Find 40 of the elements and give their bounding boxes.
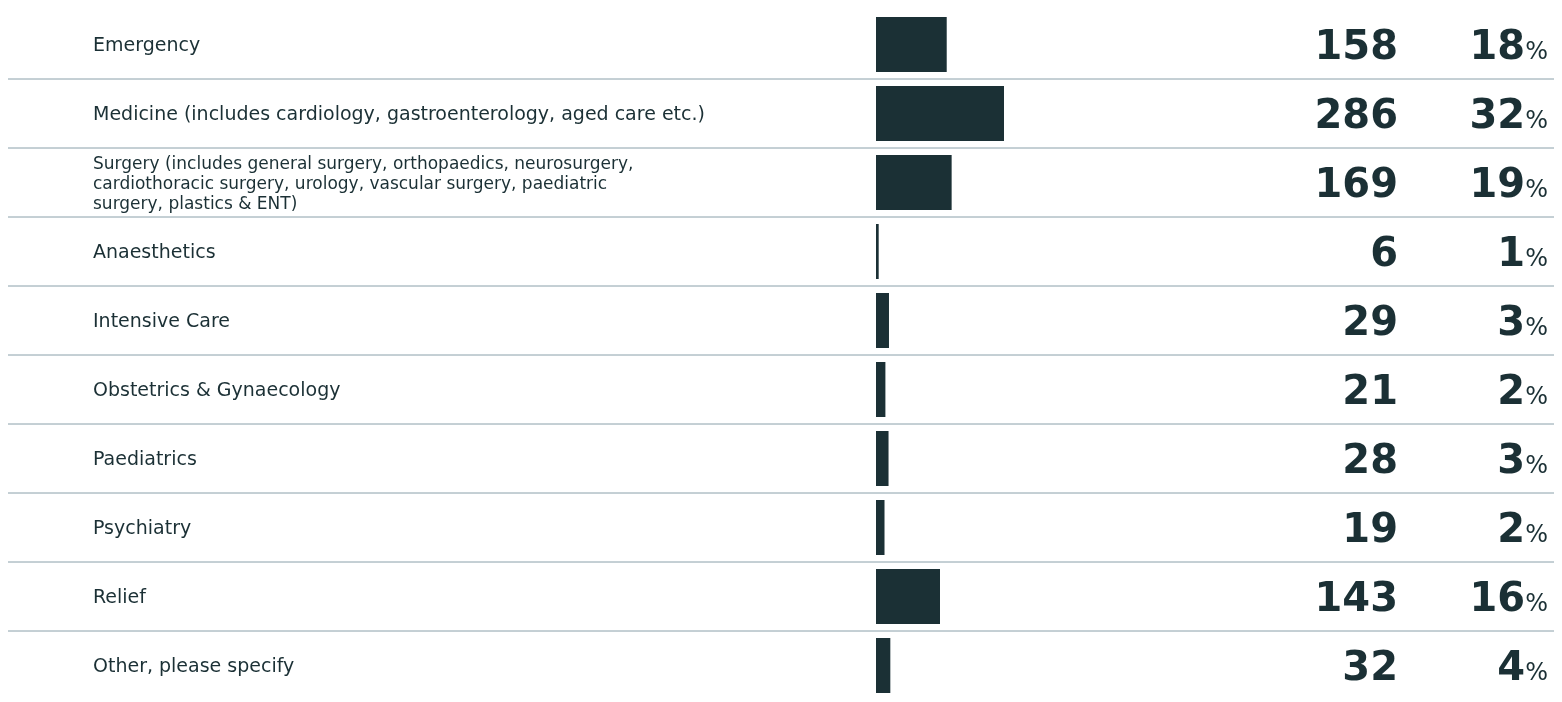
data-label: 169: [1314, 159, 1398, 206]
bar: [876, 431, 889, 486]
y-tick-label: Other, please specify: [93, 654, 295, 677]
y-tick-label: Surgery (includes general surgery, orthopaedics, neurosurgery, cardiothoracic surgery, urology, vascular surgery, paediatric surgery, plastics & ENT): [93, 152, 634, 213]
y-tick-label: Obstetrics & Gynaecology: [93, 378, 341, 401]
data-label: 32: [1342, 642, 1398, 689]
y-tick-label: Relief: [93, 585, 148, 608]
text: 3%: [1497, 297, 1548, 344]
data-label: 158: [1314, 21, 1398, 68]
text: 3%: [1497, 435, 1548, 482]
data-label: 6: [1370, 228, 1398, 275]
y-tick-label: Emergency: [93, 33, 201, 56]
text: 18%: [1469, 21, 1548, 68]
bar: [876, 224, 879, 279]
data-label: 21: [1342, 366, 1398, 413]
text: 19%: [1469, 159, 1548, 206]
data-label: 19: [1342, 504, 1398, 551]
bar: [876, 362, 886, 417]
bar: [876, 293, 889, 348]
y-tick-label: Paediatrics: [93, 447, 197, 470]
text: 2%: [1497, 504, 1548, 551]
bar: [876, 569, 940, 624]
text: 2%: [1497, 366, 1548, 413]
y-tick-label: Anaesthetics: [93, 240, 216, 263]
bar: [876, 17, 947, 72]
data-label: 28: [1342, 435, 1398, 482]
bar: [876, 155, 952, 210]
bar: [876, 86, 1004, 141]
text: 16%: [1469, 573, 1548, 620]
text: 32%: [1469, 90, 1548, 137]
bar: [876, 500, 885, 555]
data-label: 286: [1314, 90, 1398, 137]
y-tick-label: Psychiatry: [93, 516, 192, 539]
data-label: 29: [1342, 297, 1398, 344]
text: 4%: [1497, 642, 1548, 689]
y-tick-label: Intensive Care: [93, 309, 230, 332]
bar: [876, 638, 891, 693]
y-tick-label: Medicine (includes cardiology, gastroenterology, aged care etc.): [93, 102, 705, 125]
data-label: 143: [1314, 573, 1398, 620]
text: 1%: [1497, 228, 1548, 275]
